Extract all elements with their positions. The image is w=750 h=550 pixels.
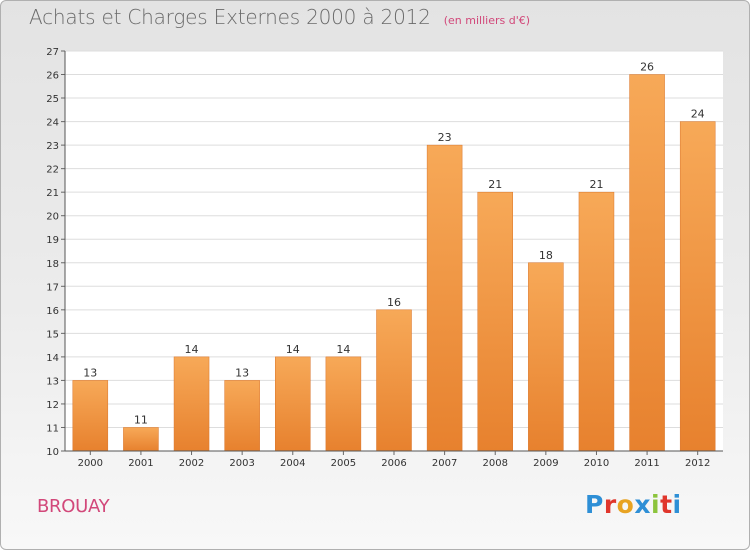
y-tick-label: 17 [46, 282, 59, 293]
x-tick-label-2000: 2000 [78, 458, 103, 469]
value-label-2007: 23 [438, 131, 452, 144]
logo-letter: i [651, 490, 661, 519]
bar-2006 [376, 309, 412, 452]
value-label-2012: 24 [691, 108, 705, 121]
y-tick-label: 19 [46, 235, 59, 246]
x-tick-label-2012: 2012 [685, 458, 710, 469]
value-label-2006: 16 [387, 296, 401, 309]
logo-letter: x [634, 490, 651, 519]
y-tick-label: 18 [46, 259, 59, 270]
x-tick-label-2005: 2005 [331, 458, 356, 469]
value-label-2003: 13 [235, 366, 249, 379]
bar-2010 [578, 191, 615, 452]
chart-unit: (en milliers d'€) [443, 14, 531, 27]
x-tick-label-2009: 2009 [533, 458, 558, 469]
logo-letter: t [660, 490, 673, 519]
x-tick-label-2004: 2004 [280, 458, 305, 469]
value-label-2005: 14 [336, 343, 350, 356]
value-label-2000: 13 [83, 366, 97, 379]
bar-2000 [72, 380, 109, 452]
x-tick-label-2008: 2008 [483, 458, 508, 469]
bar-2009 [528, 262, 564, 452]
y-tick-label: 16 [46, 306, 59, 317]
bar-2002 [173, 356, 210, 452]
y-tick-label: 24 [46, 118, 59, 129]
chart-title: Achats et Charges Externes 2000 à 2012 [29, 5, 431, 29]
x-tick-label-2007: 2007 [432, 458, 457, 469]
value-label-2010: 21 [589, 178, 603, 191]
y-tick-label: 10 [46, 447, 59, 458]
bar-2012 [679, 121, 716, 452]
y-tick-label: 13 [46, 376, 59, 387]
y-tick-label: 21 [46, 188, 59, 199]
y-tick-label: 22 [46, 165, 59, 176]
value-label-2008: 21 [488, 178, 502, 191]
bar-2004 [275, 356, 311, 452]
y-tick-label: 14 [46, 353, 59, 364]
labels: 13 11 14 13 14 14 16 23 21 18 21 26 24 [83, 61, 704, 427]
y-tick-label: 23 [46, 141, 59, 152]
y-tick-label: 20 [46, 212, 59, 223]
bar-2003 [224, 380, 260, 452]
bar-2005 [325, 356, 362, 452]
y-tick-label: 27 [46, 47, 59, 58]
x-tick-label-2011: 2011 [634, 458, 659, 469]
y-tick-label: 15 [46, 329, 59, 340]
bar-2001 [123, 427, 159, 452]
bar-2008 [477, 191, 513, 452]
y-tick-label: 26 [46, 71, 59, 82]
value-label-2011: 26 [640, 61, 654, 74]
value-label-2002: 14 [185, 343, 199, 356]
value-label-2009: 18 [539, 249, 553, 262]
bars [72, 74, 716, 452]
place-name: BROUAY [37, 496, 110, 517]
y-tick-label: 11 [46, 423, 59, 434]
chart-title-block: Achats et Charges Externes 2000 à 2012 (… [29, 5, 530, 29]
bar-2007 [426, 144, 463, 452]
proxiti-logo: Proxiti [585, 490, 682, 519]
logo-letter: i [672, 490, 682, 519]
x-tick-label-2002: 2002 [179, 458, 204, 469]
logo-letter: P [585, 490, 604, 519]
value-label-2001: 11 [134, 413, 148, 426]
x-tick-label-2010: 2010 [584, 458, 609, 469]
axes: 10 11 12 13 14 15 16 17 18 19 20 21 22 23 24 25 26 27 2000… [46, 47, 723, 469]
logo-letter: o [616, 490, 635, 519]
y-tick-label: 12 [46, 400, 59, 411]
x-tick-label-2001: 2001 [128, 458, 153, 469]
y-tick-label: 25 [46, 94, 59, 105]
bar-2011 [629, 74, 665, 452]
logo-letter: r [603, 490, 617, 519]
x-tick-label-2003: 2003 [229, 458, 254, 469]
x-tick-label-2006: 2006 [381, 458, 406, 469]
value-label-2004: 14 [286, 343, 300, 356]
